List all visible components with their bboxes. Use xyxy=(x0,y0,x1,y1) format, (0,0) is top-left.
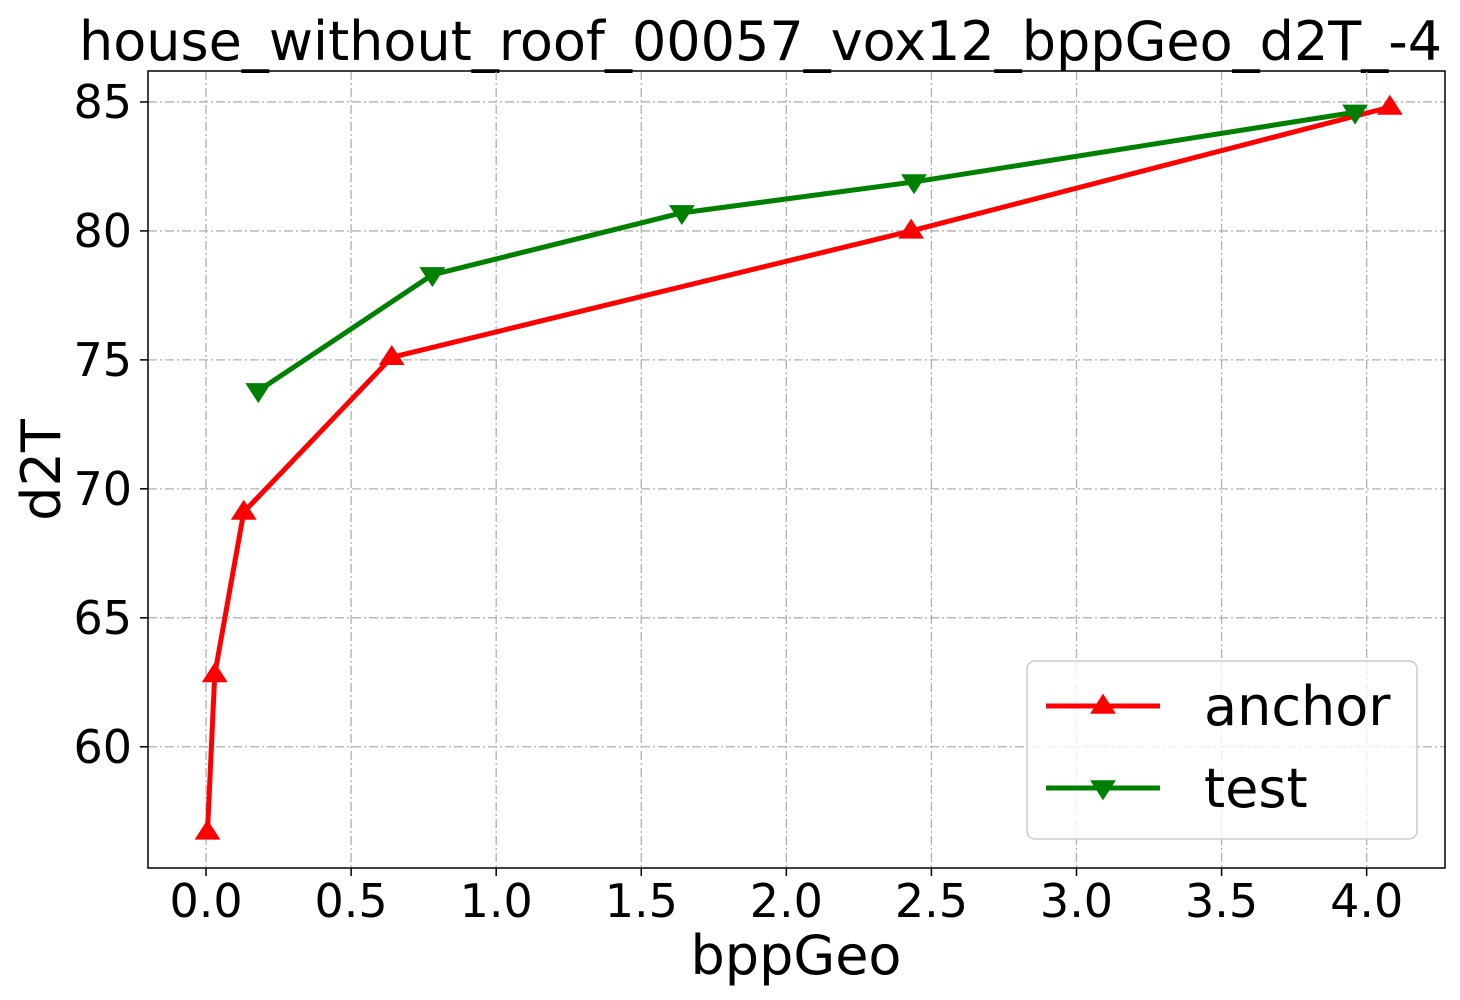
legend: anchor test xyxy=(1026,660,1418,840)
x-tick-label: 1.0 xyxy=(460,874,533,928)
data-point-test xyxy=(245,383,272,404)
legend-entries: anchor test xyxy=(1046,675,1391,820)
y-tick-label: 60 xyxy=(73,720,132,774)
y-tick-label: 75 xyxy=(73,333,132,387)
data-point-test xyxy=(901,174,927,195)
data-point-anchor xyxy=(201,662,228,683)
y-tick-label: 85 xyxy=(73,75,132,129)
plot-area-frame xyxy=(147,70,1446,869)
data-point-test xyxy=(1342,104,1368,125)
series-line-anchor xyxy=(204,104,1391,833)
legend-entry-anchor: anchor xyxy=(1046,675,1391,738)
x-tick-label: 2.0 xyxy=(750,874,823,928)
legend-entry-test: test xyxy=(1046,757,1308,820)
grid xyxy=(148,71,1445,868)
chart-title: house_without_roof_00057_vox12_bppGeo_d2… xyxy=(79,10,1442,73)
data-point-test xyxy=(419,267,446,288)
series-layer xyxy=(194,94,1403,840)
y-tick-label: 80 xyxy=(73,204,132,258)
axis-ticks: 0.0 0.5 1.0 1.5 2.0 2.5 3.0 3.5 4.0 60 65 70 75 80 85 xyxy=(73,75,1403,928)
x-tick-label: 4.0 xyxy=(1330,874,1403,928)
x-tick-label: 2.5 xyxy=(895,874,968,928)
data-point-test xyxy=(668,205,695,226)
x-tick-label: 1.5 xyxy=(605,874,678,928)
data-point-anchor xyxy=(1376,94,1403,115)
x-tick-label: 3.0 xyxy=(1040,874,1113,928)
data-point-anchor xyxy=(194,819,221,840)
y-axis-label: d2T xyxy=(10,418,73,521)
legend-marker-test xyxy=(1090,780,1116,801)
series-anchor xyxy=(194,94,1403,840)
x-tick-label: 0.0 xyxy=(169,874,242,928)
x-tick-label: 0.5 xyxy=(315,874,388,928)
y-tick-label: 70 xyxy=(73,462,132,516)
series-test xyxy=(245,104,1368,404)
data-point-anchor xyxy=(898,218,925,239)
y-tick-label: 65 xyxy=(73,591,132,645)
x-axis-label: bppGeo xyxy=(691,924,902,987)
data-point-anchor xyxy=(378,344,405,366)
legend-marker-anchor xyxy=(1090,693,1116,714)
x-tick-label: 3.5 xyxy=(1185,874,1258,928)
legend-label: test xyxy=(1204,757,1308,820)
data-point-anchor xyxy=(230,499,257,520)
legend-label: anchor xyxy=(1204,675,1391,738)
